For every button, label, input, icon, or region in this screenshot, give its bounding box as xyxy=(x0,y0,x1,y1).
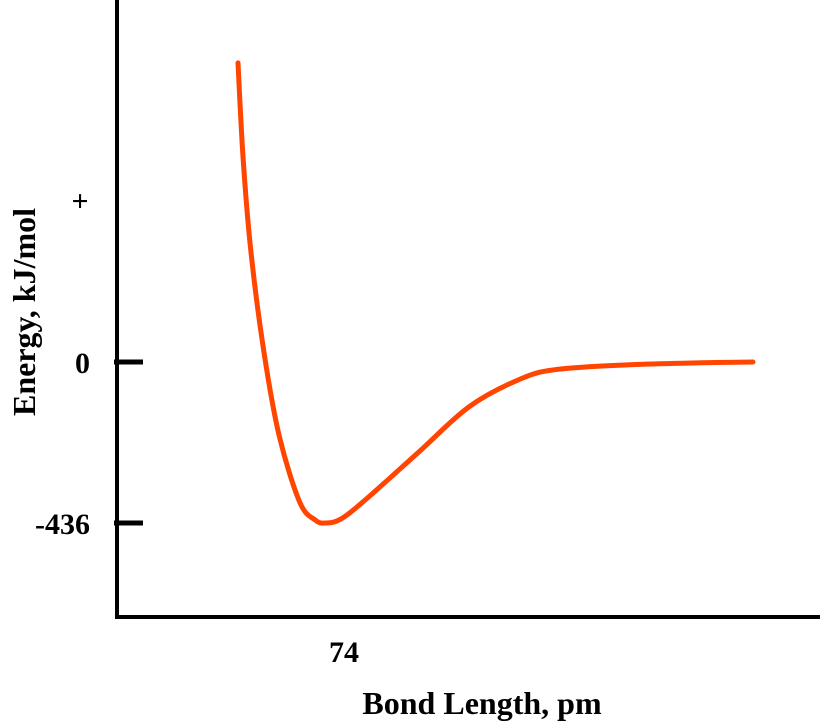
axes: 0 -436 74 xyxy=(35,0,820,669)
y-tick-label: -436 xyxy=(35,508,90,541)
series-layer xyxy=(235,60,756,526)
x-tick-label: 74 xyxy=(329,636,359,669)
x-axis-label: Bond Length, pm xyxy=(362,685,602,721)
y-axis-label: Energy, kJ/mol xyxy=(6,208,42,416)
energy-curve-line xyxy=(235,60,756,526)
y-tick-label: 0 xyxy=(75,347,90,380)
y-positive-marker: + xyxy=(71,185,88,218)
